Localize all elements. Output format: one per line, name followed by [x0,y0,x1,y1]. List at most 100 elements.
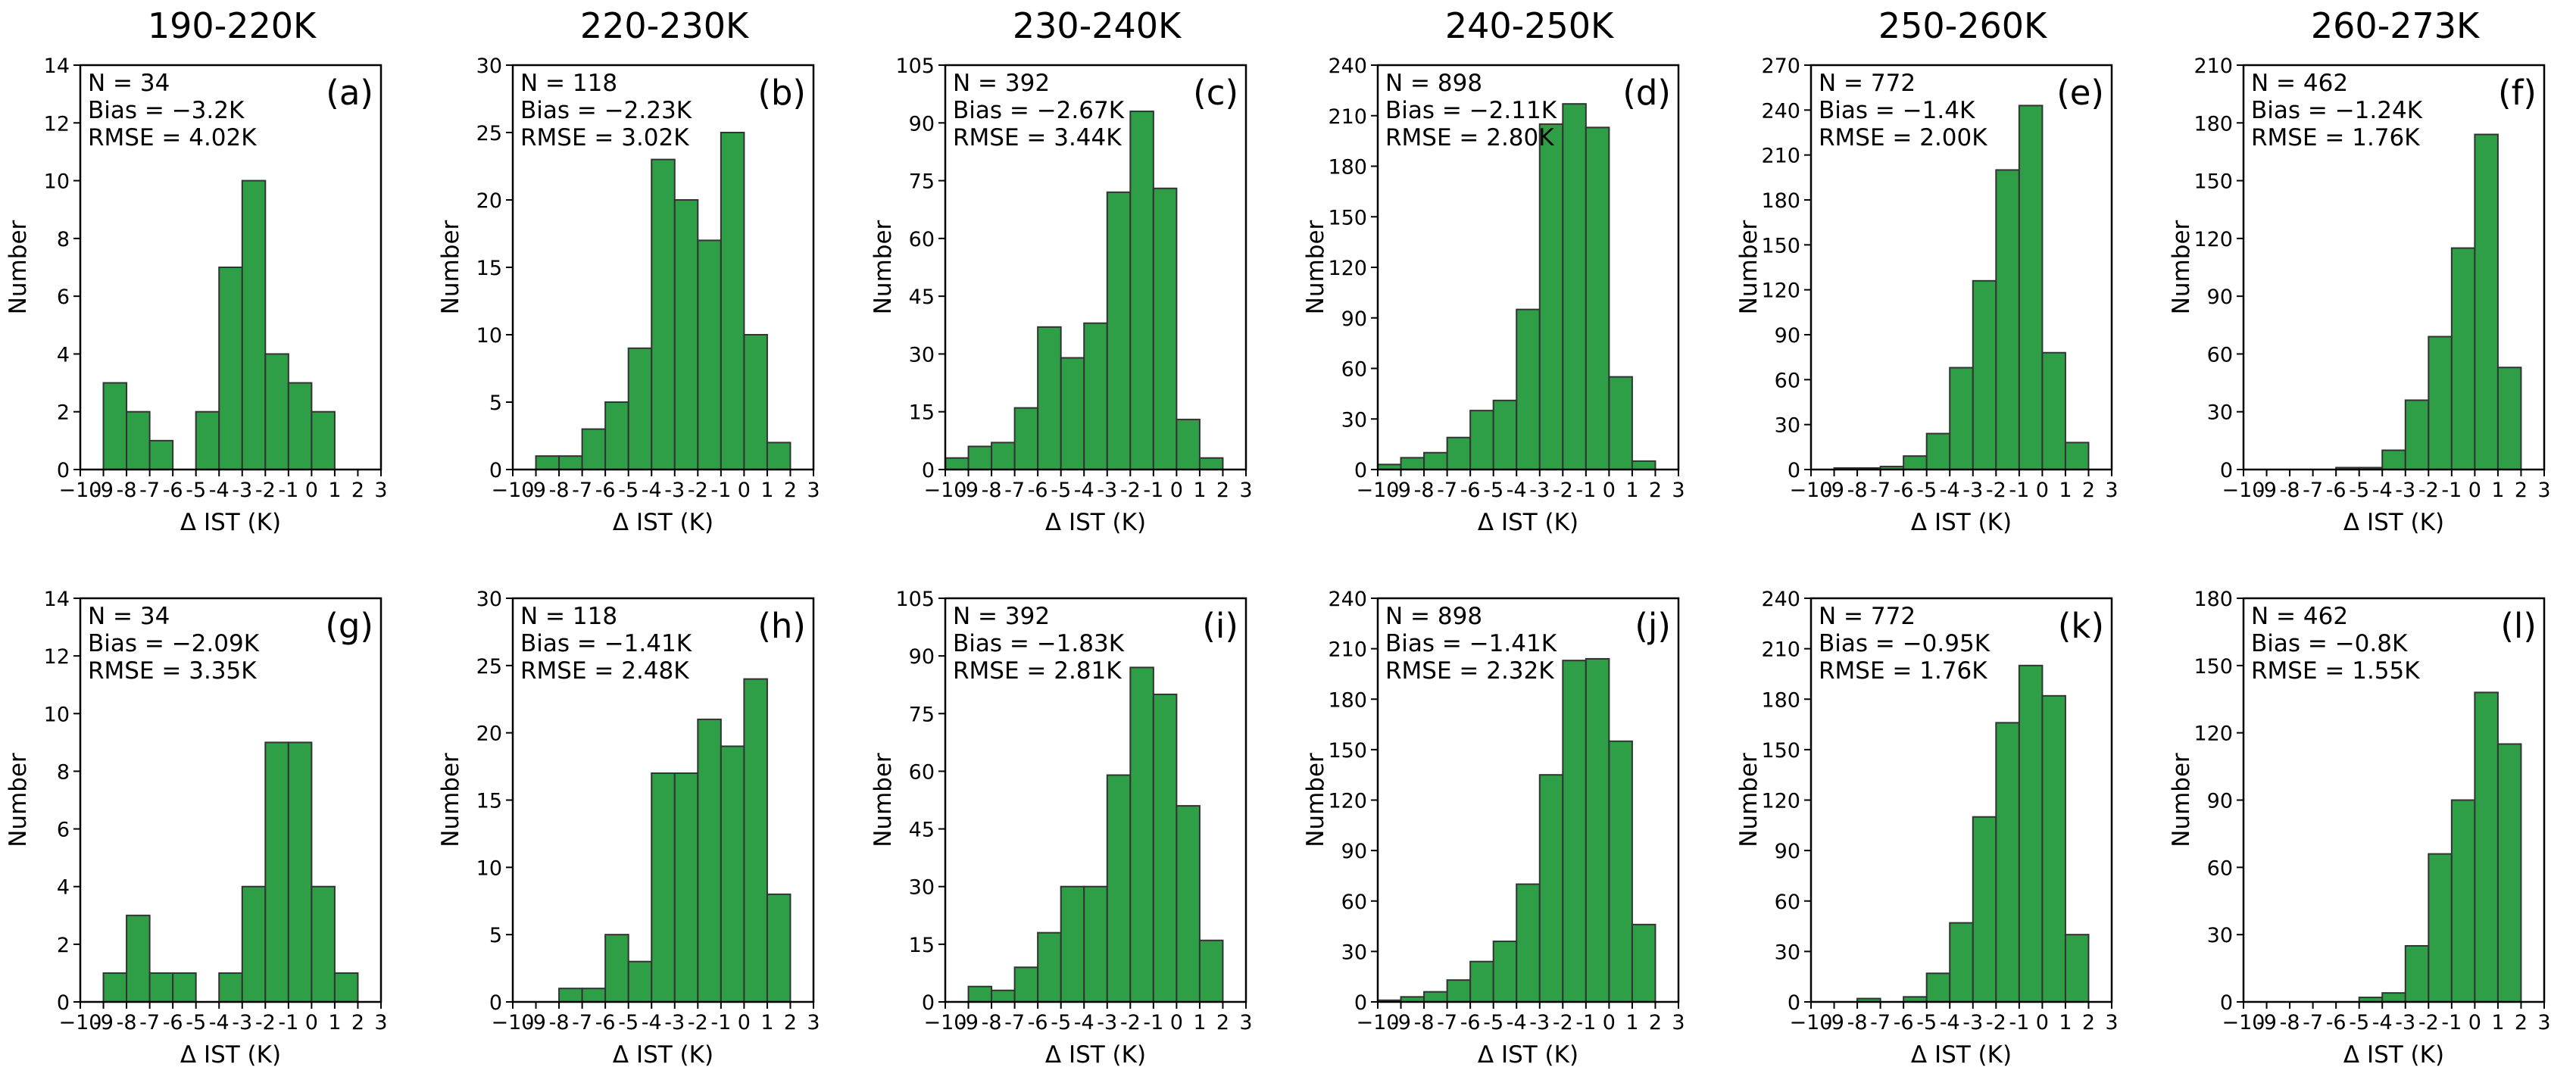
x-tick-label: -5 [1483,479,1503,502]
x-tick-label: -6 [163,1011,183,1034]
histogram-bar [2428,335,2453,471]
x-tick-label: 1 [760,479,773,502]
y-tick-label: 14 [44,588,70,611]
x-tick-label: -1 [1143,479,1163,502]
panel-label: (a) [326,73,373,113]
y-tick-label: 15 [909,401,935,425]
x-tick-label: 2 [1649,1011,1662,1034]
x-tick-label: -1 [2009,1011,2029,1034]
x-tick-label: -4 [209,1011,229,1034]
y-tick-label: 15 [476,257,502,280]
x-tick-label: 2 [784,479,797,502]
y-tick-label: 120 [1328,257,1367,280]
stat-bias: Bias = −3.2K [88,97,245,124]
y-tick-label: 30 [476,55,502,78]
x-tick-label: -8 [2280,479,2300,502]
x-tick-label: 0 [738,479,751,502]
y-tick-label: 90 [909,645,935,669]
y-tick-label: 90 [2207,790,2233,813]
x-tick-label: -2 [1120,479,1141,502]
x-tick-label: -8 [982,479,1002,502]
x-tick-label: 3 [1672,479,1685,502]
y-tick-label: 240 [1761,99,1800,123]
histogram-bar [581,428,607,470]
stat-n: N = 772 [1819,603,1916,630]
histogram-bar [1198,457,1224,470]
y-tick-label: 30 [1775,414,1800,438]
histogram-bar [1608,740,1633,1003]
x-tick-label: 3 [1239,1011,1252,1034]
stat-bias: Bias = −1.83K [953,630,1125,657]
x-tick-label: 0 [1603,1011,1616,1034]
histogram-bar [1060,357,1085,471]
stat-n: N = 118 [520,603,617,630]
x-tick-label: 3 [2105,1011,2118,1034]
stat-rmse: RMSE = 1.76K [2251,124,2420,151]
stat-bias: Bias = −2.23K [520,97,692,124]
stat-bias: Bias = −2.67K [953,97,1125,124]
y-tick-label: 60 [1341,891,1367,914]
x-tick-label: -5 [2349,1011,2369,1034]
x-tick-label: -4 [642,479,662,502]
x-tick-label: -3 [1097,1011,1117,1034]
histogram-bar [218,267,243,470]
stat-n: N = 462 [2251,603,2348,630]
histogram-bar [766,893,792,1003]
x-tick-label: -2 [255,479,276,502]
y-tick-label: 240 [1761,588,1800,611]
x-tick-label: -6 [595,479,616,502]
x-tick-label: -7 [572,1011,592,1034]
x-tick-label: 2 [1216,479,1229,502]
column-title: 260-273K [2311,5,2481,46]
histogram-bar [148,439,174,470]
stat-rmse: RMSE = 4.02K [88,124,257,151]
x-tick-label: -4 [642,1011,662,1034]
histogram-bar [264,741,289,1003]
x-tick-label: -7 [139,479,160,502]
y-tick-label: 12 [44,645,70,669]
x-tick-label: -2 [1986,1011,2006,1034]
stat-rmse: RMSE = 2.32K [1385,657,1554,685]
x-tick-label: -1 [278,479,298,502]
histogram-bar [1013,407,1039,471]
x-tick-label: −10 [59,479,102,502]
x-tick-label: -9 [1391,1011,1411,1034]
y-axis-label: Number [1735,753,1763,847]
panel-label: (h) [757,606,806,646]
histogram-bar [2018,105,2044,470]
y-tick-label: 4 [57,876,70,900]
histogram-bar [1129,111,1154,470]
y-tick-label: 5 [489,392,502,415]
histogram-bar [991,442,1016,471]
x-tick-label: 0 [2036,479,2049,502]
histogram-bar [2041,351,2066,471]
x-tick-label: -4 [1074,1011,1094,1034]
y-tick-label: 10 [44,170,70,194]
stat-bias: Bias = −0.8K [2251,630,2408,657]
y-tick-label: 240 [1328,55,1367,78]
histogram-bar [673,772,699,1003]
x-tick-label: -5 [1916,479,1937,502]
y-tick-label: 90 [1775,840,1800,863]
stat-bias: Bias = −0.95K [1819,630,1991,657]
y-axis-label: Number [5,220,32,314]
histogram-bar [1492,399,1518,471]
x-tick-label: -9 [526,1011,546,1034]
x-tick-label: -1 [1575,1011,1596,1034]
stat-n: N = 34 [88,70,170,97]
x-tick-label: -8 [549,479,570,502]
plot-frame [2242,64,2546,471]
y-tick-label: 90 [1341,840,1367,863]
stat-rmse: RMSE = 2.80K [1385,124,1554,151]
y-tick-label: 180 [1328,156,1367,179]
y-tick-label: 0 [1354,459,1367,482]
x-tick-label: 0 [305,1011,318,1034]
x-tick-label: -5 [186,1011,206,1034]
x-tick-label: -2 [1553,479,1573,502]
y-tick-label: 0 [922,991,935,1015]
stat-rmse: RMSE = 3.44K [953,124,1122,151]
panel-label: (e) [2056,73,2104,113]
